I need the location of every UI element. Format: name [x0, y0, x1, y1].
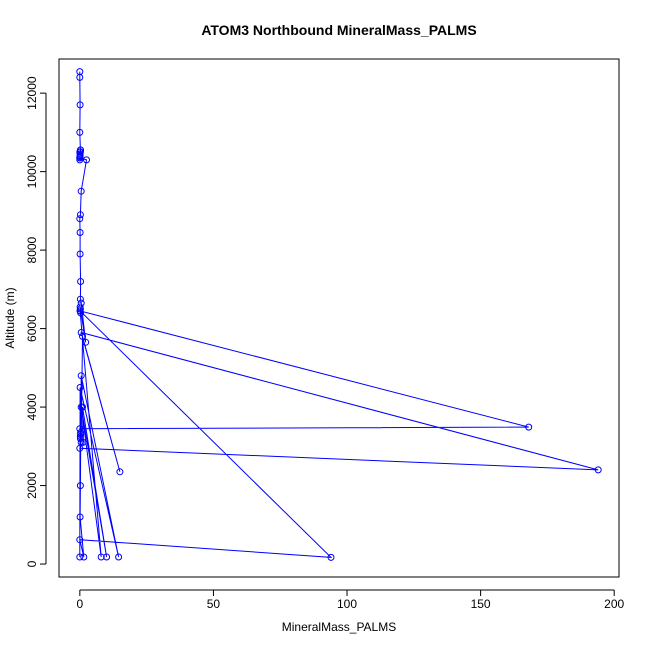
data-point: [79, 438, 87, 446]
data-point: [115, 553, 123, 561]
data-point: [76, 482, 84, 490]
y-tick-label: 6000: [25, 315, 39, 342]
data-point: [76, 128, 84, 136]
data-point: [76, 250, 84, 258]
y-tick-label: 0: [25, 560, 39, 567]
x-axis: 0 50 100 150 200: [76, 589, 625, 611]
data-point: [76, 101, 84, 109]
data-point: [76, 513, 84, 521]
data-point: [80, 553, 88, 561]
data-point: [97, 553, 105, 561]
x-tick-label: 200: [604, 597, 624, 611]
x-tick-label: 0: [76, 597, 83, 611]
data-point: [103, 553, 111, 561]
data-point: [77, 329, 85, 336]
data-point: [327, 553, 335, 561]
data-point: [77, 372, 85, 380]
data-point: [76, 384, 84, 391]
y-axis-label: Altitude (m): [3, 287, 17, 348]
data-point: [594, 466, 602, 474]
y-axis: 0 2000 4000 6000 8000 10000 12000: [25, 76, 47, 567]
series-line: [78, 71, 599, 558]
x-tick-label: 50: [207, 597, 221, 611]
series-group: [76, 68, 602, 561]
y-tick-label: 2000: [25, 472, 39, 499]
data-point: [76, 154, 84, 162]
data-point: [77, 278, 85, 285]
data-point: [77, 187, 85, 195]
data-point: [79, 332, 86, 340]
data-point: [76, 295, 84, 303]
data-point: [76, 73, 84, 81]
data-point: [83, 156, 90, 164]
data-point: [76, 215, 84, 223]
x-axis-label: MineralMass_PALMS: [282, 620, 396, 634]
data-point: [116, 468, 124, 476]
x-tick-label: 150: [471, 597, 491, 611]
data-point: [82, 338, 90, 346]
y-tick-label: 4000: [25, 393, 39, 420]
data-point: [76, 553, 84, 561]
data-point: [77, 403, 85, 411]
data-point: [76, 229, 84, 236]
data-point: [76, 536, 84, 544]
y-tick-label: 10000: [25, 155, 39, 189]
x-tick-label: 100: [337, 597, 357, 611]
data-point: [76, 307, 84, 315]
y-tick-label: 8000: [25, 236, 39, 263]
chart-title: ATOM3 Northbound MineralMass_PALMS: [201, 22, 476, 38]
data-point: [76, 211, 84, 219]
plot-frame: [58, 58, 620, 578]
y-tick-label: 12000: [25, 76, 39, 110]
data-point: [76, 444, 84, 452]
data-point: [525, 423, 533, 431]
